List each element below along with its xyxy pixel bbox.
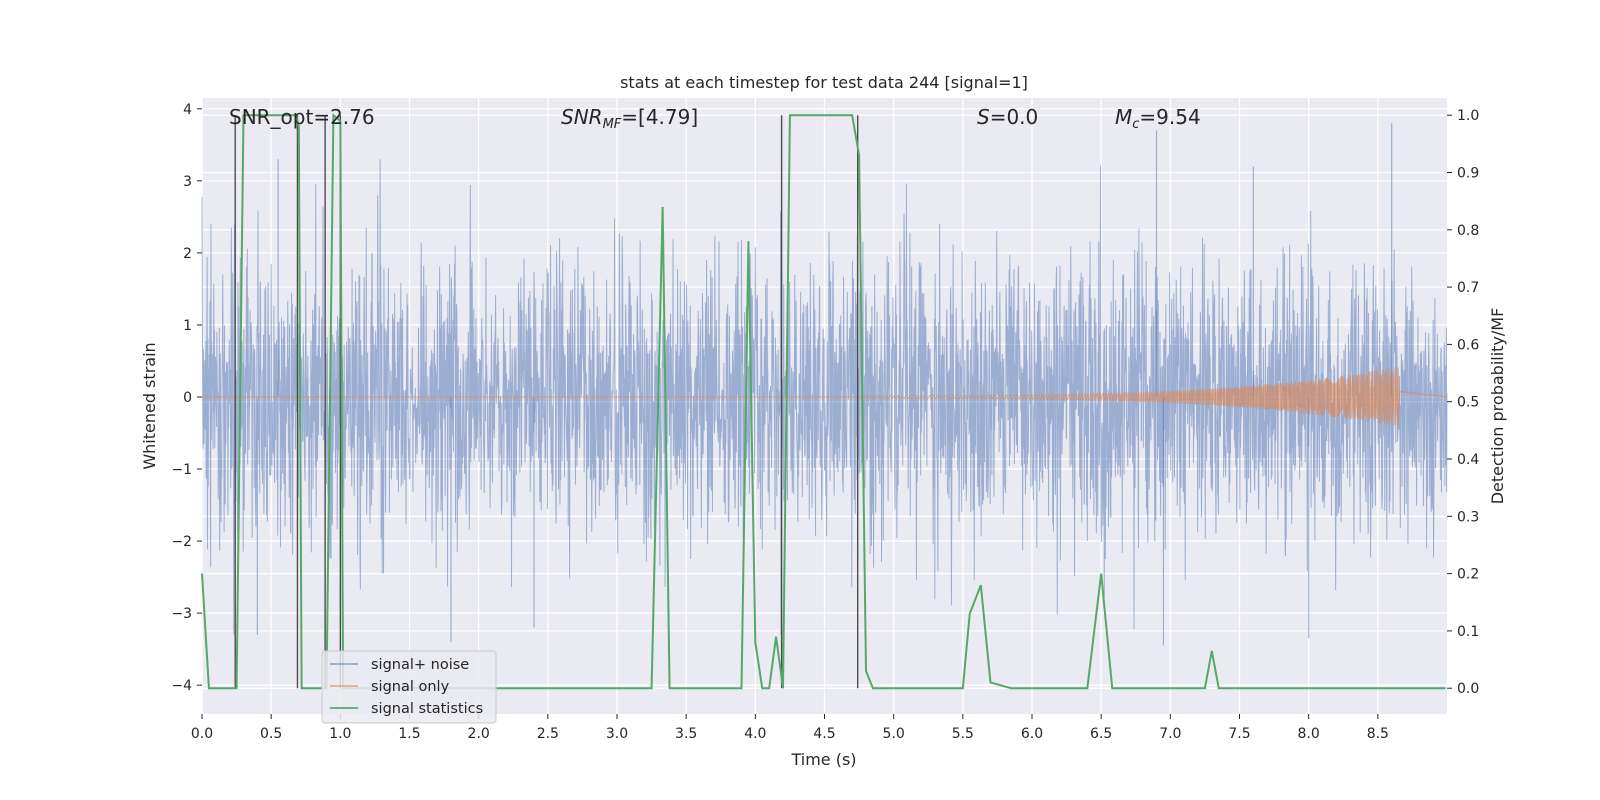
y-tick-label-8: −4 xyxy=(171,678,192,694)
x-tick-label-5: 2.5 xyxy=(537,726,559,742)
legend-label-signal-statistics: signal statistics xyxy=(371,701,483,717)
y-tick-label-4: 0 xyxy=(183,390,192,406)
x-tick-label-7: 3.5 xyxy=(675,726,697,742)
x-tick-label-12: 6.0 xyxy=(1021,726,1043,742)
y-axis-label-right: Detection probability/MF xyxy=(1488,308,1507,505)
y-tick-label-3: 1 xyxy=(183,318,192,334)
annotation-mc: Mc=9.54 xyxy=(1115,105,1201,132)
x-tick-label-15: 7.5 xyxy=(1228,726,1250,742)
x-axis-label: Time (s) xyxy=(790,750,856,769)
series-signal-only xyxy=(202,367,1448,427)
x-tick-label-6: 3.0 xyxy=(606,726,628,742)
y-right-tick-label-1: 0.9 xyxy=(1457,165,1479,181)
x-tick-label-4: 2.0 xyxy=(468,726,490,742)
y-tick-label-0: 4 xyxy=(183,102,192,118)
annotation-snr-mf: SNRMF=[4.79] xyxy=(561,105,698,132)
statistics-line xyxy=(201,113,1446,690)
y-tick-label-7: −3 xyxy=(171,606,192,622)
y-axis-label: Whitened strain xyxy=(140,342,159,469)
y-right-tick-label-4: 0.6 xyxy=(1457,337,1479,353)
x-tick-label-13: 6.5 xyxy=(1090,726,1112,742)
y-axis-ticks-left: 4 3 2 1 0 −1 −2 −3 −4 xyxy=(171,102,202,694)
y-right-tick-label-8: 0.2 xyxy=(1457,567,1479,583)
y-right-tick-label-3: 0.7 xyxy=(1457,280,1479,296)
annotation-s: S=0.0 xyxy=(977,105,1038,129)
x-tick-label-3: 1.5 xyxy=(398,726,420,742)
legend-label-signal-only: signal only xyxy=(371,679,450,695)
x-axis-ticks: 0.0 0.5 1.0 1.5 2.0 2.5 3.0 3.5 4.0 4.5 5.0 5.5 6.0 6… xyxy=(191,714,1389,742)
y-right-tick-label-9: 0.1 xyxy=(1457,624,1479,640)
x-tick-label-17: 8.5 xyxy=(1367,726,1389,742)
x-tick-label-0: 0.0 xyxy=(191,726,213,742)
chirp-line xyxy=(202,367,1448,427)
y-tick-label-1: 3 xyxy=(183,174,192,190)
y-right-tick-label-2: 0.8 xyxy=(1457,223,1479,239)
x-tick-label-16: 8.0 xyxy=(1298,726,1320,742)
y-tick-label-2: 2 xyxy=(183,246,192,262)
y-right-tick-label-0: 1.0 xyxy=(1457,108,1479,124)
annotation-snr-opt: SNR_opt=2.76 xyxy=(229,105,375,129)
y-tick-label-6: −2 xyxy=(171,534,192,550)
x-tick-label-8: 4.0 xyxy=(744,726,766,742)
x-tick-label-10: 5.0 xyxy=(883,726,905,742)
y-tick-label-5: −1 xyxy=(171,462,192,478)
y-axis-ticks-right: 1.0 0.9 0.8 0.7 0.6 0.5 0.4 0.3 0.2 0.1 0.0 xyxy=(1447,108,1479,697)
legend-label-signal-plus-noise: signal+ noise xyxy=(371,657,469,673)
y-right-tick-label-5: 0.5 xyxy=(1457,395,1479,411)
x-tick-label-1: 0.5 xyxy=(260,726,282,742)
x-tick-label-11: 5.5 xyxy=(952,726,974,742)
y-right-tick-label-10: 0.0 xyxy=(1457,681,1479,697)
y-right-tick-label-7: 0.3 xyxy=(1457,509,1479,525)
legend: signal+ noise signal only signal statist… xyxy=(321,650,497,724)
x-tick-label-2: 1.0 xyxy=(329,726,351,742)
series-signal-statistics xyxy=(201,113,1446,690)
chart-title: stats at each timestep for test data 244… xyxy=(620,73,1028,92)
x-tick-label-9: 4.5 xyxy=(813,726,835,742)
annotations: SNR_opt=2.76 SNRMF=[4.79] S=0.0 Mc=9.54 xyxy=(229,105,1201,132)
x-tick-label-14: 7.0 xyxy=(1159,726,1181,742)
y-right-tick-label-6: 0.4 xyxy=(1457,452,1479,468)
legend-box xyxy=(321,650,497,724)
